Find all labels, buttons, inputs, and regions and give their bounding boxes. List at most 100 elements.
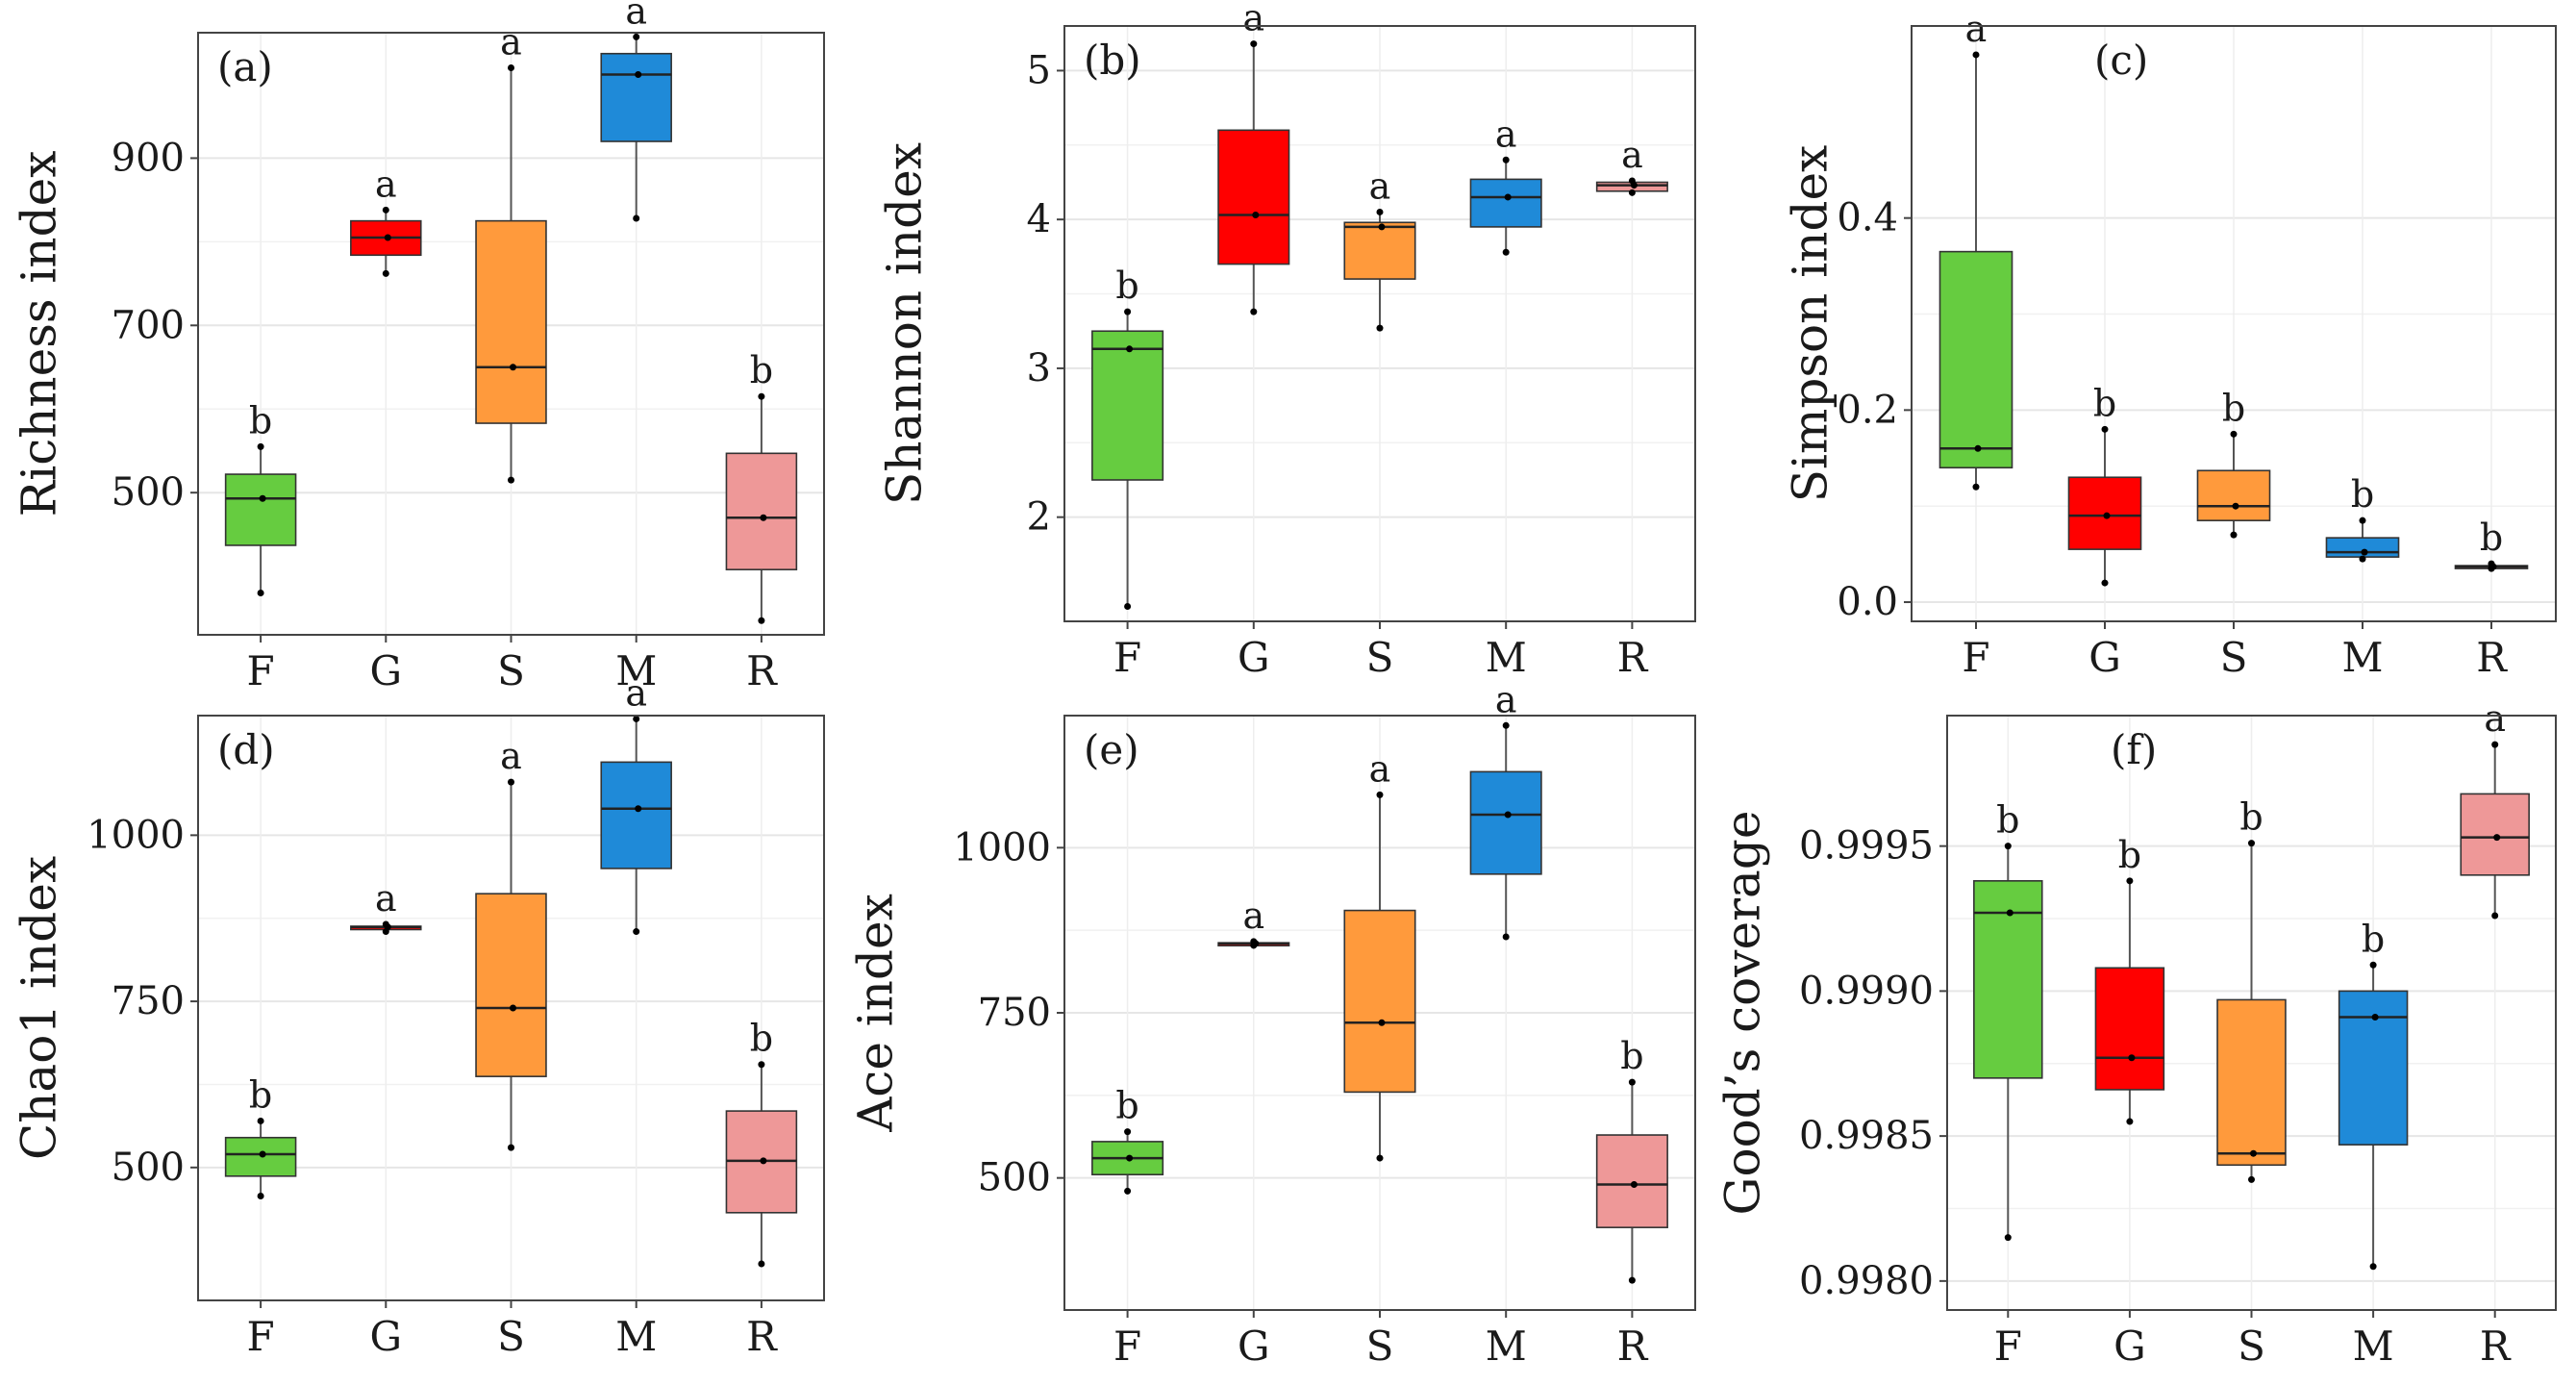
box-R: b [2454, 517, 2529, 572]
significance-letter: a [1369, 164, 1391, 207]
box-S: a [1343, 164, 1416, 332]
y-tick-label: 1000 [87, 813, 185, 857]
min-point [758, 1260, 765, 1268]
min-point [2248, 1175, 2255, 1183]
box-body [224, 1136, 297, 1177]
max-point [758, 1061, 765, 1069]
y-axis-title: Richness index [12, 151, 67, 517]
x-tick-label: S [2238, 1323, 2265, 1370]
mean-point [760, 514, 767, 521]
significance-letter: a [625, 0, 647, 32]
y-axis-title: Shannon index [877, 142, 933, 505]
x-tick-label: S [497, 1313, 525, 1360]
x-tick-label: R [2476, 634, 2508, 681]
y-tick-label: 0.9995 [1799, 824, 1934, 869]
x-tick-label: F [247, 1313, 275, 1360]
mean-point [2361, 548, 2368, 556]
panel-e: b a a a b 500 750 1000 F G S M R Ace index (e) [848, 678, 1696, 1370]
min-point [2491, 912, 2499, 920]
significance-letter: b [750, 349, 773, 391]
significance-letter: a [500, 735, 522, 777]
y-axis-title: Simpson index [1783, 145, 1838, 503]
max-point [2126, 877, 2134, 885]
x-tick-label: R [2480, 1323, 2512, 1370]
significance-letter: b [750, 1018, 773, 1060]
panel-tag: (a) [217, 43, 273, 90]
mean-point [1378, 223, 1386, 231]
max-point [508, 64, 514, 72]
y-tick-label: 750 [112, 979, 185, 1023]
box-G: a [1217, 895, 1290, 949]
min-point [1124, 1187, 1132, 1195]
y-tick-label: 750 [978, 991, 1051, 1035]
x-tick-label: F [1994, 1323, 2022, 1370]
significance-letter: b [2480, 517, 2503, 559]
min-point [382, 928, 389, 936]
min-point [1250, 942, 1258, 949]
y-tick-label: 0.9990 [1799, 969, 1934, 1013]
mean-point [635, 805, 642, 813]
mean-point [2493, 834, 2501, 842]
x-tick-label: R [1617, 1323, 1649, 1370]
box-R: b [725, 349, 798, 624]
y-axis-title: Chao1 index [12, 856, 67, 1160]
min-point [1124, 603, 1132, 611]
min-point [382, 269, 389, 277]
box-F: b [1973, 799, 2043, 1242]
min-point [2369, 1263, 2377, 1271]
box-body [2094, 967, 2165, 1091]
significance-letter: b [2118, 834, 2141, 876]
box-body [475, 893, 547, 1077]
min-point [2004, 1234, 2012, 1242]
max-point [257, 1117, 264, 1124]
y-tick-label: 0.9985 [1799, 1114, 1934, 1158]
box-body [1343, 221, 1416, 280]
box-R: a [2460, 697, 2530, 920]
box-S: b [2216, 796, 2287, 1183]
significance-letter: a [500, 21, 522, 63]
panel-tag: (b) [1084, 37, 1141, 84]
box-body [725, 452, 798, 570]
box-F: b [224, 1073, 297, 1200]
min-point [2101, 579, 2109, 587]
mean-point [1630, 1181, 1638, 1189]
panel-a: b a a a b 500 700 900 F G S M R Richness index (a) [12, 0, 825, 694]
box-F: a [1938, 8, 2013, 491]
max-point [1124, 308, 1132, 315]
box-S: a [475, 21, 547, 484]
max-point [2101, 425, 2109, 433]
significance-letter: a [1495, 678, 1517, 720]
panel-tag: (e) [1084, 726, 1139, 773]
max-point [2359, 517, 2366, 524]
significance-letter: b [2239, 796, 2263, 839]
y-tick-label: 0.9980 [1799, 1259, 1934, 1303]
x-tick-label: M [615, 1313, 657, 1360]
min-point [257, 590, 264, 597]
y-tick-label: 500 [112, 470, 185, 515]
box-body [1343, 909, 1416, 1094]
x-tick-label: M [1486, 634, 1527, 681]
box-F: b [224, 399, 297, 597]
panel-tag: (f) [2111, 726, 2157, 773]
x-tick-label: G [370, 647, 403, 694]
y-tick-label: 5 [1027, 48, 1051, 92]
mean-point [1126, 1154, 1134, 1162]
box-body [600, 761, 672, 869]
significance-letter: a [2484, 697, 2506, 740]
mean-point [1126, 345, 1134, 353]
y-tick-label: 700 [112, 303, 185, 347]
mean-point [1378, 1019, 1386, 1026]
max-point [1502, 721, 1510, 729]
significance-letter: b [2362, 918, 2385, 960]
y-tick-label: 0.4 [1837, 196, 1898, 240]
box-S: a [475, 735, 547, 1151]
x-tick-label: G [1238, 1323, 1270, 1370]
x-tick-label: G [2113, 1323, 2146, 1370]
box-body [600, 52, 672, 142]
max-point [1124, 1128, 1132, 1136]
box-G: b [2094, 834, 2165, 1125]
box-G: a [1217, 0, 1290, 315]
panel-tag: (d) [217, 726, 275, 773]
x-tick-label: F [1962, 634, 1989, 681]
y-axis-title: Good’s coverage [1715, 811, 1771, 1216]
